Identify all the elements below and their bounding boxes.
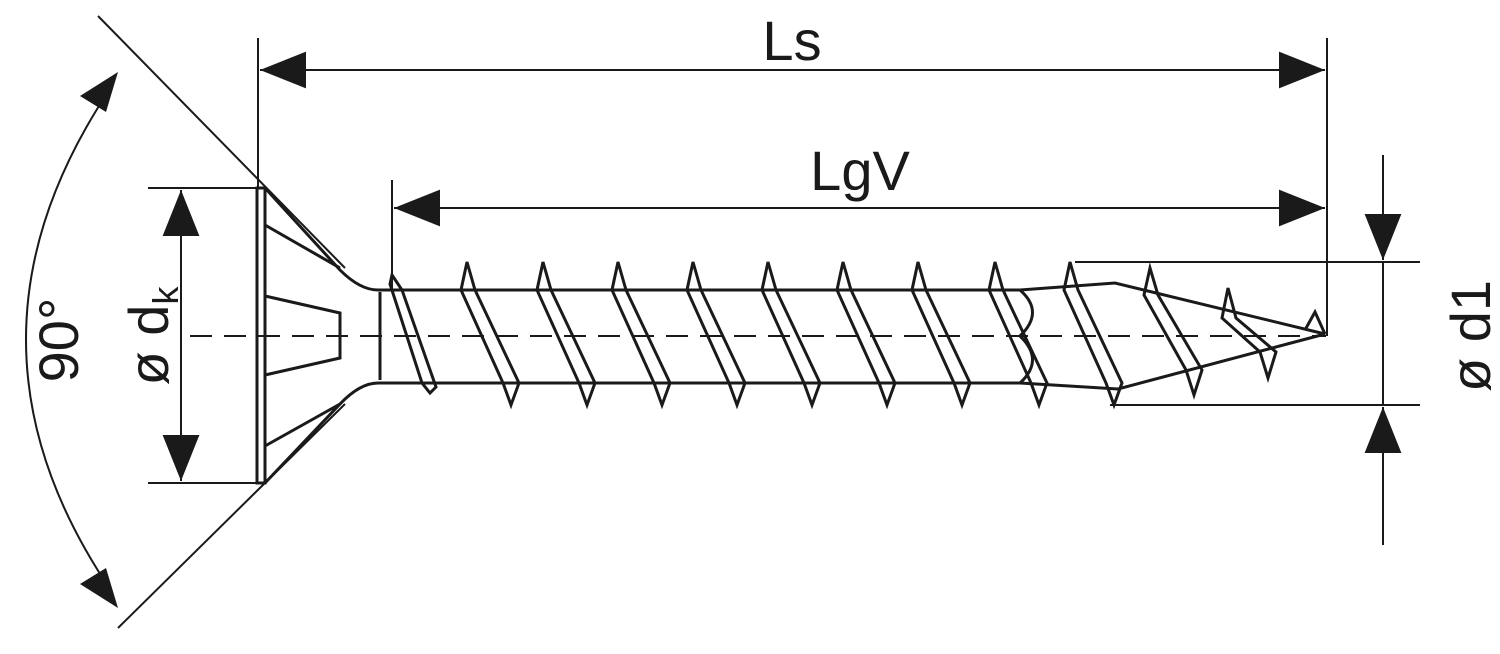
thread-turn (610, 261, 672, 410)
dk-label: ø d (117, 305, 180, 386)
thread-turn (1220, 287, 1278, 384)
thread-length-dimension: LgV (391, 139, 1325, 290)
d1-label: ø d1 (1439, 280, 1500, 392)
thread-turn (1303, 308, 1327, 335)
screw-head (255, 186, 392, 485)
thread-turn (1142, 262, 1204, 400)
angle-arrow-top (80, 72, 118, 112)
thread-diameter-dimension: ø d1 (1075, 155, 1500, 545)
thread-turn (910, 261, 972, 410)
threads (388, 261, 1327, 410)
head-diameter-dimension: ø dk (117, 187, 262, 484)
lgv-label: LgV (810, 139, 910, 202)
thread-turn (987, 261, 1049, 410)
thread-turn (760, 261, 822, 410)
dk-subscript: k (145, 286, 186, 305)
thread-turn (388, 271, 438, 396)
thread-turn (535, 261, 597, 410)
angle-label: 90° (27, 298, 90, 383)
thread-turn (835, 261, 897, 410)
svg-text:ø dk: ø dk (117, 286, 186, 386)
head-angle-dimension: 90° (25, 15, 346, 629)
thread-turn (1062, 261, 1124, 410)
thread-turn (685, 261, 747, 410)
thread-turn (459, 261, 521, 410)
overall-length-dimension: Ls (257, 9, 1328, 336)
ls-label: Ls (762, 9, 821, 72)
drive-recess (264, 294, 342, 377)
angle-arrow-bottom (80, 568, 118, 608)
